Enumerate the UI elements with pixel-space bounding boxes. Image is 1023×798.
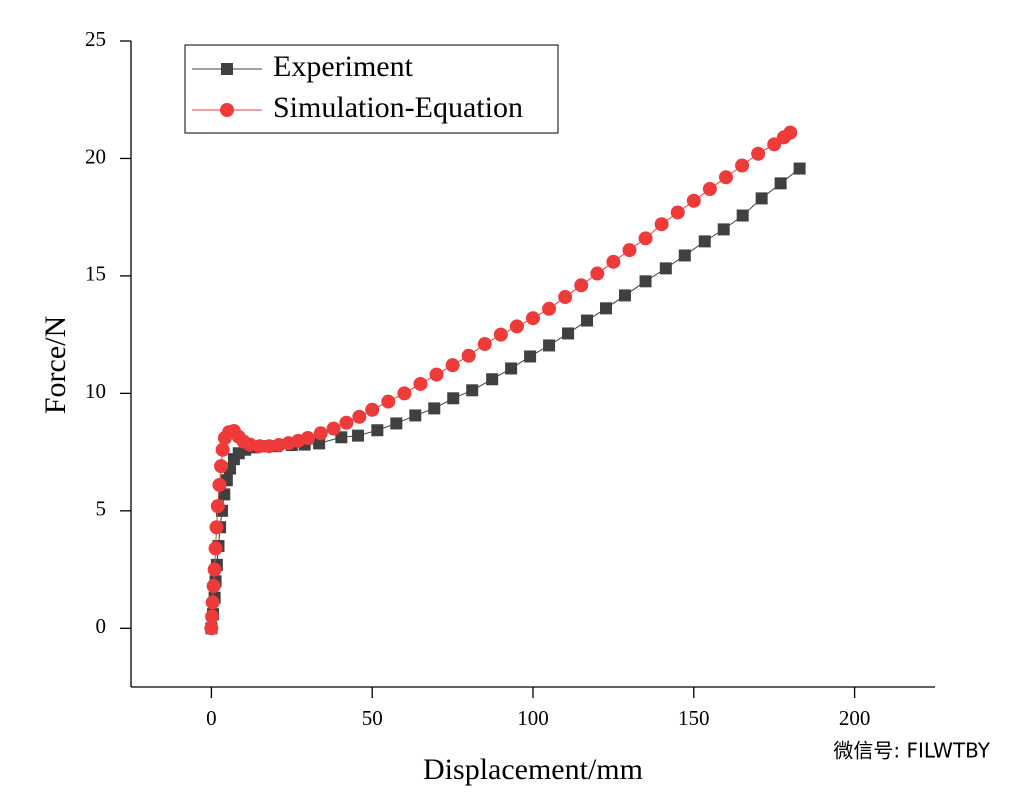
data-point bbox=[590, 266, 605, 281]
data-point bbox=[339, 415, 354, 430]
data-point bbox=[313, 437, 326, 450]
data-point bbox=[493, 327, 508, 342]
data-point bbox=[409, 409, 422, 422]
data-point bbox=[461, 348, 476, 363]
x-tick-label: 100 bbox=[517, 706, 549, 730]
data-point bbox=[206, 578, 221, 593]
data-point bbox=[326, 421, 341, 436]
data-point bbox=[413, 376, 428, 391]
legend-label: Experiment bbox=[273, 50, 414, 83]
data-point bbox=[352, 409, 367, 424]
data-point bbox=[622, 243, 637, 258]
data-point bbox=[639, 275, 652, 288]
data-point bbox=[558, 290, 573, 305]
data-point bbox=[428, 402, 441, 415]
data-point bbox=[486, 373, 499, 386]
data-point bbox=[526, 311, 540, 326]
data-point bbox=[381, 394, 396, 409]
data-point bbox=[542, 301, 557, 316]
data-point bbox=[477, 337, 492, 352]
data-point bbox=[678, 249, 691, 262]
data-point bbox=[212, 477, 227, 492]
data-point bbox=[654, 217, 669, 232]
data-point bbox=[207, 562, 222, 577]
data-point bbox=[783, 125, 798, 140]
data-point bbox=[524, 350, 537, 363]
data-point bbox=[352, 429, 365, 442]
data-point bbox=[717, 223, 730, 236]
data-point bbox=[505, 362, 518, 375]
data-point bbox=[335, 431, 348, 444]
data-point bbox=[638, 231, 653, 246]
x-tick-label: 50 bbox=[362, 706, 383, 730]
x-tick-label: 200 bbox=[839, 706, 871, 730]
data-point bbox=[600, 302, 613, 315]
y-tick-label: 20 bbox=[85, 144, 106, 168]
data-point bbox=[718, 170, 733, 185]
legend-marker bbox=[220, 103, 234, 117]
data-point bbox=[252, 439, 267, 454]
data-point bbox=[751, 146, 766, 161]
data-point bbox=[659, 262, 672, 275]
y-tick-label: 10 bbox=[85, 379, 106, 403]
data-point bbox=[208, 541, 223, 556]
data-point bbox=[397, 386, 412, 401]
data-point bbox=[214, 459, 229, 474]
y-tick-label: 5 bbox=[96, 497, 107, 521]
data-point bbox=[205, 595, 220, 610]
data-point bbox=[429, 367, 444, 382]
data-point bbox=[767, 137, 782, 152]
y-tick-label: 25 bbox=[85, 27, 106, 51]
data-point bbox=[562, 327, 575, 340]
y-axis-label: Force/N bbox=[39, 316, 72, 414]
data-point bbox=[702, 181, 717, 196]
data-point bbox=[670, 205, 685, 220]
legend-marker bbox=[221, 63, 233, 75]
data-point bbox=[606, 254, 621, 269]
data-point bbox=[300, 430, 315, 445]
data-point bbox=[755, 192, 768, 205]
data-point bbox=[735, 158, 750, 173]
data-point bbox=[365, 402, 380, 417]
data-point bbox=[466, 384, 479, 397]
legend-label: Simulation-Equation bbox=[273, 91, 523, 124]
data-point bbox=[447, 392, 460, 405]
data-point bbox=[774, 177, 787, 190]
x-axis-label: Displacement/mm bbox=[423, 753, 643, 786]
legend-box bbox=[184, 44, 559, 134]
data-point bbox=[686, 193, 701, 208]
data-point bbox=[509, 319, 524, 334]
data-point bbox=[205, 609, 220, 624]
watermark: 微信号: FILWTBY bbox=[833, 739, 990, 763]
data-point bbox=[543, 339, 556, 352]
y-tick-label: 15 bbox=[85, 262, 106, 286]
data-point bbox=[793, 162, 806, 175]
data-point bbox=[313, 426, 328, 441]
x-tick-label: 150 bbox=[678, 706, 710, 730]
y-tick-label: 0 bbox=[96, 614, 107, 638]
data-point bbox=[215, 442, 230, 457]
data-point bbox=[618, 289, 631, 302]
data-point bbox=[574, 278, 589, 293]
data-point bbox=[371, 424, 384, 437]
data-point bbox=[698, 235, 711, 248]
data-point bbox=[581, 314, 594, 327]
x-tick-label: 0 bbox=[206, 706, 217, 730]
data-point bbox=[736, 209, 749, 222]
data-point bbox=[390, 417, 403, 430]
data-point bbox=[209, 520, 224, 535]
data-point bbox=[210, 499, 225, 514]
data-point bbox=[204, 621, 219, 636]
data-point bbox=[445, 358, 460, 373]
